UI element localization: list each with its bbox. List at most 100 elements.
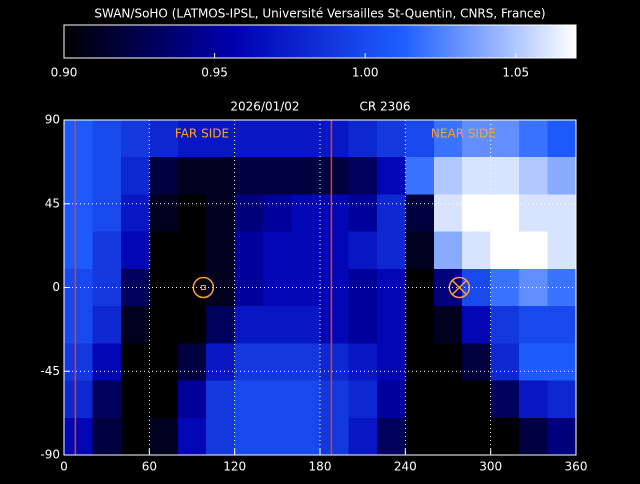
heatmap-cell: [234, 268, 264, 307]
heatmap-cell: [376, 231, 406, 270]
heatmap-cell: [206, 380, 236, 419]
y-tick-label: 90: [45, 113, 60, 127]
heatmap-cell: [519, 268, 549, 307]
heatmap-cell: [519, 120, 549, 158]
heatmap-cell: [92, 417, 122, 456]
heatmap-cell: [490, 157, 520, 195]
heatmap-cell: [291, 380, 321, 419]
heatmap-cell: [462, 306, 492, 344]
heatmap-cell: [120, 194, 150, 233]
heatmap-cell: [234, 157, 264, 195]
x-tick-label: 300: [479, 460, 502, 474]
heatmap-cell: [348, 120, 378, 158]
heatmap-cell: [64, 157, 93, 195]
side-label: FAR SIDE: [175, 127, 229, 141]
heatmap-cell: [206, 231, 236, 270]
heatmap-cell: [263, 380, 293, 419]
heatmap-cell: [348, 157, 378, 195]
heatmap-cell: [519, 306, 549, 344]
heatmap-cell: [519, 231, 549, 270]
heatmap-cell: [462, 157, 492, 195]
heatmap-cell: [291, 343, 321, 382]
heatmap-cell: [92, 380, 122, 419]
heatmap-cell: [234, 380, 264, 419]
heatmap-cell: [490, 120, 520, 158]
sun-marker-dot: [200, 285, 206, 290]
heatmap-cell: [234, 194, 264, 233]
heatmap-cell: [177, 380, 207, 419]
sun-marker: [448, 276, 471, 299]
heatmap-cell: [120, 231, 150, 270]
heatmap-cell: [120, 306, 150, 344]
heatmap-cell: [149, 194, 179, 233]
heatmap-cell: [490, 194, 520, 233]
heatmap-cell: [149, 157, 179, 195]
heatmap-cell: [405, 380, 435, 419]
heatmap-cell: [320, 231, 349, 270]
colorbar-tick-label: 0.90: [51, 66, 78, 80]
heatmap-cell: [120, 268, 150, 307]
side-label: NEAR SIDE: [431, 127, 496, 141]
heatmap-cell: [405, 231, 435, 270]
x-tick-label: 240: [394, 460, 417, 474]
heatmap-cell: [320, 120, 349, 158]
heatmap-cell: [92, 231, 122, 270]
heatmap-cell: [120, 380, 150, 419]
heatmap-cell: [149, 417, 179, 456]
heatmap-cell: [462, 194, 492, 233]
heatmap-cell: [376, 306, 406, 344]
heatmap-cell: [291, 194, 321, 233]
heatmap-cell: [547, 343, 577, 382]
heatmap-cell: [263, 194, 293, 233]
heatmap-cell: [547, 380, 577, 419]
heatmap-cell: [519, 343, 549, 382]
sun-marker-cross: [451, 279, 467, 296]
x-tick-label: 120: [223, 460, 246, 474]
y-tick-label: 45: [45, 196, 60, 210]
heatmap-cell: [120, 417, 150, 456]
heatmap-cell: [64, 306, 93, 344]
heatmap-cell: [519, 380, 549, 419]
heatmap-cell: [405, 194, 435, 233]
colorbar-frame: [63, 24, 577, 59]
heatmap-cell: [348, 380, 378, 419]
heatmap-cell: [92, 194, 122, 233]
heatmap-cell: [405, 417, 435, 456]
heatmap-cell: [320, 380, 349, 419]
heatmap-cell: [348, 417, 378, 456]
heatmap-cell: [433, 194, 463, 233]
heatmap-cell: [348, 343, 378, 382]
sun-marker: [192, 276, 215, 299]
heatmap-cell: [376, 268, 406, 307]
heatmap-cell: [149, 343, 179, 382]
heatmap-cell: [92, 343, 122, 382]
heatmap-cell: [490, 343, 520, 382]
y-tick-label: -90: [40, 448, 60, 462]
heatmap-cell: [149, 231, 179, 270]
heatmap-cell: [234, 417, 264, 456]
heatmap-cell: [490, 417, 520, 456]
heatmap-cell: [177, 194, 207, 233]
heatmap-cell: [177, 231, 207, 270]
heatmap-cell: [547, 157, 577, 195]
heatmap-cell: [92, 306, 122, 344]
heatmap-cell: [320, 194, 349, 233]
heatmap-cell: [376, 194, 406, 233]
heatmap-cell: [234, 306, 264, 344]
heatmap-cell: [206, 306, 236, 344]
heatmap-cell: [263, 268, 293, 307]
heatmap-cell: [92, 157, 122, 195]
heatmap-cell: [120, 120, 150, 158]
heatmap-cell: [263, 343, 293, 382]
heatmap-cell: [92, 120, 122, 158]
heatmap-cell: [120, 343, 150, 382]
heatmap-cell: [348, 194, 378, 233]
heatmap-cell: [433, 380, 463, 419]
y-tick-label: 0: [52, 280, 60, 294]
heatmap-cell: [177, 417, 207, 456]
heatmap-cell: [405, 306, 435, 344]
heatmap-cell: [64, 417, 93, 456]
heatmap-cell: [376, 417, 406, 456]
heatmap-cell: [462, 231, 492, 270]
